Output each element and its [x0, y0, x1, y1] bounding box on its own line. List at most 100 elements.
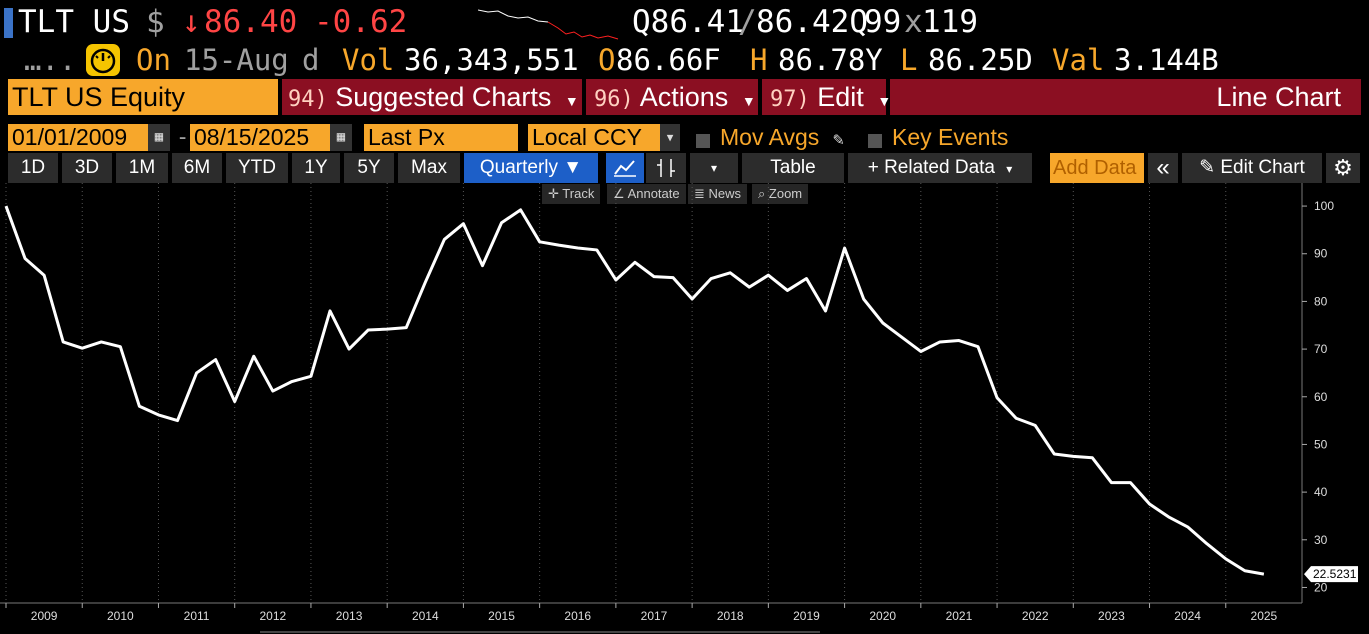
- chevron-down-icon[interactable]: ▾: [690, 153, 738, 183]
- x-tick-label: 2016: [564, 609, 591, 623]
- ticker-symbol[interactable]: TLT US: [18, 4, 130, 40]
- bid-size: 99: [864, 4, 902, 40]
- bid-price: Q86.41: [632, 4, 744, 40]
- pencil-icon[interactable]: ✎: [832, 129, 844, 150]
- suggested-charts-number: 94): [288, 87, 328, 112]
- field-select[interactable]: Last Px: [364, 124, 518, 151]
- net-change: -0.62: [314, 4, 408, 40]
- gauge-icon[interactable]: [86, 44, 120, 76]
- table-button[interactable]: Table: [742, 153, 844, 183]
- calendar-icon[interactable]: ▦: [148, 124, 170, 151]
- x-tick-label: 2012: [259, 609, 286, 623]
- security-field[interactable]: TLT US Equity: [8, 79, 278, 115]
- range-ytd-button[interactable]: YTD: [226, 153, 288, 183]
- actions-label: Actions: [639, 82, 729, 112]
- currency-symbol: $: [146, 4, 165, 40]
- value-label: Val: [1052, 43, 1105, 77]
- edit-menu[interactable]: 97) Edit ▼: [762, 79, 891, 115]
- news-label: News: [708, 186, 742, 201]
- edit-label: Edit: [817, 82, 864, 112]
- track-label: Track: [562, 186, 595, 201]
- high-value: 86.78Y: [778, 43, 883, 77]
- x-tick-label: 2021: [946, 609, 973, 623]
- security-color-marker: [4, 8, 13, 38]
- collapse-icon[interactable]: «: [1148, 153, 1178, 183]
- size-separator: x: [904, 4, 923, 40]
- key-events-checkbox[interactable]: [868, 133, 882, 148]
- x-tick-label: 2022: [1022, 609, 1049, 623]
- open-label: O: [598, 43, 616, 77]
- price-series-line: [4, 205, 1265, 576]
- last-price: 86.40: [204, 4, 298, 40]
- chevron-down-icon: ▼: [564, 93, 579, 109]
- chevron-down-icon[interactable]: ▼: [660, 124, 680, 151]
- dots-indicator: …..: [24, 43, 77, 77]
- key-events-label: Key Events: [892, 124, 1009, 150]
- range-3d-button[interactable]: 3D: [62, 153, 112, 183]
- y-tick-label: 100: [1314, 199, 1334, 213]
- low-value: 86.25D: [928, 43, 1033, 77]
- x-tick-label: 2020: [869, 609, 896, 623]
- period-select[interactable]: Quarterly ▼: [464, 153, 598, 183]
- annotate-icon: ∠: [613, 186, 625, 201]
- y-tick-label: 20: [1314, 580, 1328, 594]
- end-date-input[interactable]: 08/15/2025: [190, 124, 330, 151]
- y-tick-label: 60: [1314, 390, 1328, 404]
- y-tick-label: 40: [1314, 485, 1328, 499]
- crosshair-icon: ✛: [548, 186, 559, 201]
- edit-chart-button[interactable]: ✎ Edit Chart: [1182, 153, 1322, 183]
- x-tick-label: 2018: [717, 609, 744, 623]
- menu-bar: TLT US Equity 94) Suggested Charts ▼ 96)…: [0, 79, 1369, 115]
- quote-separator: /: [738, 4, 757, 40]
- range-max-button[interactable]: Max: [398, 153, 460, 183]
- annotate-tool[interactable]: ∠ Annotate: [607, 184, 686, 204]
- x-tick-label: 2015: [488, 609, 515, 623]
- x-tick-label: 2024: [1174, 609, 1201, 623]
- x-tick-label: 2023: [1098, 609, 1125, 623]
- low-label: L: [900, 43, 918, 77]
- x-tick-label: 2009: [31, 609, 58, 623]
- mov-avgs-checkbox[interactable]: [696, 133, 710, 148]
- add-data-input[interactable]: Add Data: [1050, 153, 1144, 183]
- annotate-label: Annotate: [627, 186, 680, 201]
- down-arrow-icon: ↓: [182, 4, 201, 40]
- start-date-input[interactable]: 01/01/2009: [8, 124, 148, 151]
- gear-icon[interactable]: ⚙: [1326, 153, 1360, 183]
- actions-menu[interactable]: 96) Actions ▼: [586, 79, 758, 115]
- currency-select[interactable]: Local CCY: [528, 124, 660, 151]
- news-icon: ≣: [694, 186, 705, 201]
- range-1d-button[interactable]: 1D: [8, 153, 58, 183]
- last-value-label: 22.5231: [1313, 567, 1357, 581]
- range-5y-button[interactable]: 5Y: [344, 153, 394, 183]
- mov-avgs-toggle[interactable]: Mov Avgs ✎: [696, 124, 844, 151]
- chart-type-title: Line Chart: [890, 79, 1361, 115]
- zoom-tool[interactable]: ⌕ Zoom: [752, 184, 809, 204]
- news-tool[interactable]: ≣ News: [688, 184, 748, 204]
- chevron-down-icon: ▾: [1006, 162, 1013, 176]
- range-1m-button[interactable]: 1M: [116, 153, 168, 183]
- pencil-icon: ✎: [1199, 157, 1216, 178]
- y-tick-label: 50: [1314, 437, 1328, 451]
- traded-value: 3.144B: [1114, 43, 1219, 77]
- track-tool[interactable]: ✛ Track: [542, 184, 601, 204]
- line-chart[interactable]: 20 30 40 50 60 70 80 90 100 2009 2010 2011 2012 2013 2…: [0, 183, 1369, 634]
- chevron-down-icon: ▼: [877, 93, 892, 109]
- suggested-charts-label: Suggested Charts: [335, 82, 552, 112]
- x-tick-label: 2011: [184, 609, 210, 623]
- line-chart-icon[interactable]: [606, 153, 644, 183]
- related-data-button[interactable]: + Related Data ▾: [848, 153, 1032, 183]
- x-tick-label: 2010: [107, 609, 134, 623]
- volume-value: 36,343,551: [404, 43, 579, 77]
- candlestick-icon[interactable]: [646, 153, 686, 183]
- range-1y-button[interactable]: 1Y: [292, 153, 340, 183]
- zoom-label: Zoom: [768, 186, 803, 201]
- calendar-icon[interactable]: ▦: [330, 124, 352, 151]
- range-6m-button[interactable]: 6M: [172, 153, 222, 183]
- y-tick-label: 90: [1314, 247, 1328, 261]
- edit-chart-label: Edit Chart: [1220, 157, 1305, 178]
- suggested-charts-menu[interactable]: 94) Suggested Charts ▼: [282, 79, 582, 115]
- open-value: 86.66F: [616, 43, 721, 77]
- mov-avgs-label: Mov Avgs: [720, 124, 820, 150]
- key-events-toggle[interactable]: Key Events: [868, 124, 1008, 151]
- ticker-bar: TLT US $ ↓ 86.40 -0.62 Q86.41 / 86.42Q 9…: [0, 0, 1369, 44]
